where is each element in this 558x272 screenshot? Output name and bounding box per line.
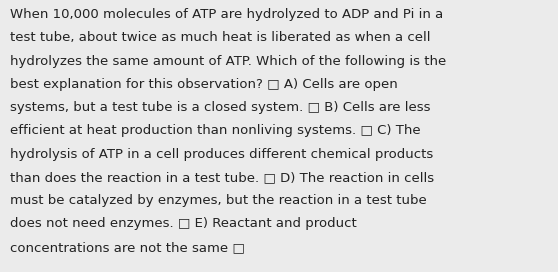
Text: than does the reaction in a test tube. □ D) The reaction in cells: than does the reaction in a test tube. □… <box>10 171 434 184</box>
Text: efficient at heat production than nonliving systems. □ C) The: efficient at heat production than nonliv… <box>10 125 421 137</box>
Text: hydrolysis of ATP in a cell produces different chemical products: hydrolysis of ATP in a cell produces dif… <box>10 148 434 161</box>
Text: hydrolyzes the same amount of ATP. Which of the following is the: hydrolyzes the same amount of ATP. Which… <box>10 55 446 68</box>
Text: When 10,000 molecules of ATP are hydrolyzed to ADP and Pi in a: When 10,000 molecules of ATP are hydroly… <box>10 8 443 21</box>
Text: best explanation for this observation? □ A) Cells are open: best explanation for this observation? □… <box>10 78 398 91</box>
Text: test tube, about twice as much heat is liberated as when a cell: test tube, about twice as much heat is l… <box>10 32 431 44</box>
Text: does not need enzymes. □ E) Reactant and product: does not need enzymes. □ E) Reactant and… <box>10 218 357 230</box>
Text: must be catalyzed by enzymes, but the reaction in a test tube: must be catalyzed by enzymes, but the re… <box>10 194 427 207</box>
Text: concentrations are not the same □: concentrations are not the same □ <box>10 241 245 254</box>
Text: systems, but a test tube is a closed system. □ B) Cells are less: systems, but a test tube is a closed sys… <box>10 101 431 114</box>
